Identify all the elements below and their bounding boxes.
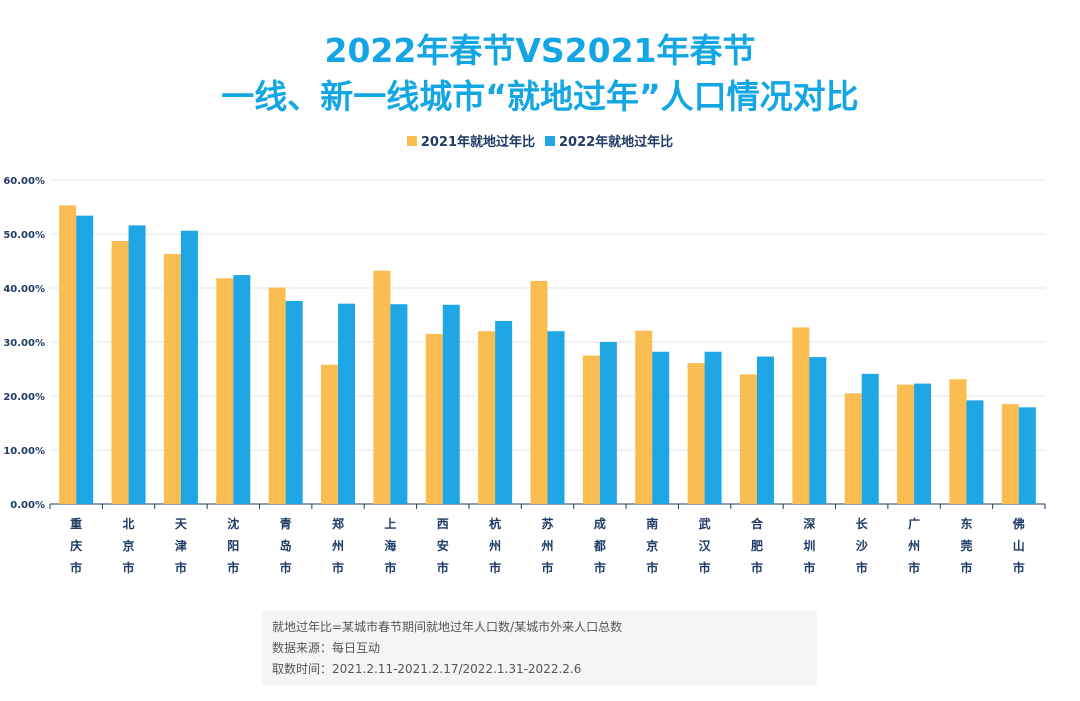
chart-legend: 2021年就地过年比 2022年就地过年比: [0, 131, 1080, 150]
bar-2022: [1018, 407, 1036, 504]
y-tick-label: 0.00%: [10, 500, 45, 511]
bar-2021: [268, 287, 286, 504]
bar-2022: [652, 351, 670, 504]
bar-2022: [285, 300, 303, 504]
bar-2021: [582, 355, 600, 504]
x-tick-label: 杭州市: [488, 516, 501, 575]
bar-2021: [739, 374, 757, 504]
bar-2022: [966, 400, 984, 504]
bar-chart: 0.00% 10.00% 20.00% 30.00% 40.00% 50.00% 60.00…: [3, 176, 1046, 575]
bar-2021: [163, 253, 181, 504]
legend-swatch-2022: [545, 135, 555, 146]
bar-2022: [495, 320, 513, 504]
x-tick-label: 佛山市: [1012, 516, 1025, 575]
bar-2021: [216, 278, 234, 504]
x-tick-label: 天津市: [175, 517, 188, 575]
chart-subtitle: 一线、新一线城市“就地过年”人口情况对比: [221, 77, 859, 116]
y-tick-label: 20.00%: [3, 392, 45, 403]
bar-2022: [547, 331, 565, 504]
note-definition: 就地过年比=某城市春节期间就地过年人口数/某城市外来人口总数: [272, 620, 623, 634]
bar-2021: [844, 393, 862, 504]
x-tick-label: 深圳市: [803, 516, 815, 575]
bar-2022: [390, 304, 408, 504]
bar-2021: [59, 205, 77, 504]
chart-title: 2022年春节VS2021年春节: [324, 31, 756, 70]
x-tick-label: 长沙市: [856, 516, 869, 575]
bar-2021: [425, 333, 443, 504]
y-tick-label: 10.00%: [3, 446, 45, 457]
x-tick-label: 青岛市: [280, 516, 292, 575]
bar-2022: [442, 304, 460, 504]
legend-item-2021: 2021年就地过年比: [406, 131, 535, 150]
x-tick-label: 西安市: [437, 517, 449, 575]
x-tick-label: 北京市: [123, 516, 135, 575]
bar-2022: [809, 357, 827, 504]
bar-2021: [949, 379, 967, 504]
bar-2021: [321, 364, 339, 504]
legend-label-2022: 2022年就地过年比: [559, 135, 674, 150]
bar-2021: [897, 384, 915, 504]
bar-2022: [128, 225, 146, 505]
bar-2021: [635, 330, 653, 504]
x-tick-label: 东莞市: [960, 516, 972, 575]
x-tick-label: 沈阳市: [227, 516, 239, 575]
x-tick-label: 广州市: [907, 516, 920, 575]
x-tick-label: 武汉市: [699, 516, 712, 575]
bar-2022: [180, 230, 198, 504]
y-tick-label: 30.00%: [3, 338, 45, 349]
x-tick-label: 上海市: [384, 516, 396, 575]
bar-2021: [478, 331, 496, 504]
legend-swatch-2021: [406, 135, 417, 146]
bar-2021: [687, 363, 705, 504]
bar-2022: [756, 356, 774, 504]
bar-2021: [111, 241, 129, 504]
x-tick-label: 苏州市: [540, 516, 553, 575]
bar-2021: [1001, 404, 1019, 504]
chart-notes: 就地过年比=某城市春节期间就地过年人口数/某城市外来人口总数 数据来源：每日互动…: [262, 611, 817, 685]
y-tick-label: 40.00%: [3, 284, 45, 295]
note-source: 数据来源：每日互动: [272, 641, 381, 655]
x-tick-label: 南京市: [646, 516, 658, 575]
bar-2021: [373, 270, 391, 504]
x-tick-label: 成都市: [593, 516, 606, 575]
bar-2021: [792, 327, 810, 504]
note-period: 取数时间：2021.2.11-2021.2.17/2022.1.31-2022.…: [272, 662, 582, 676]
y-tick-label: 50.00%: [3, 230, 45, 241]
x-tick-label: 郑州市: [331, 516, 344, 575]
bar-2022: [914, 383, 932, 504]
bar-2021: [530, 280, 548, 504]
bar-2022: [861, 373, 879, 504]
bar-2022: [338, 303, 356, 504]
y-tick-label: 60.00%: [3, 176, 45, 187]
bar-2022: [599, 342, 617, 504]
bar-2022: [76, 215, 94, 504]
x-tick-label: 重庆市: [69, 516, 82, 575]
legend-item-2022: 2022年就地过年比: [545, 131, 673, 150]
x-tick-label: 合肥市: [751, 516, 764, 575]
bar-2022: [233, 275, 251, 504]
legend-label-2021: 2021年就地过年比: [420, 135, 535, 150]
bar-2022: [704, 351, 722, 504]
